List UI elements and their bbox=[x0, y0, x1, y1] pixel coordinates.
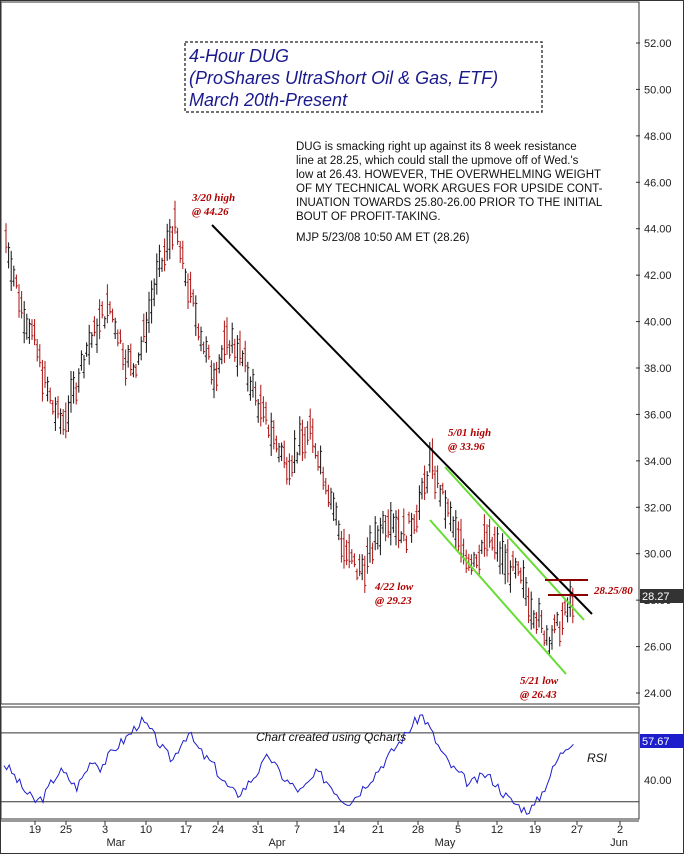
svg-text:@ 26.43: @ 26.43 bbox=[520, 689, 557, 701]
svg-text:line at 28.25, which could sta: line at 28.25, which could stall the upm… bbox=[296, 155, 579, 167]
chart-credit: Chart created using Qcharts bbox=[256, 730, 406, 744]
y-tick-label: 46.00 bbox=[644, 177, 672, 189]
chart-title-line2: (ProShares UltraShort Oil & Gas, ETF) bbox=[189, 68, 498, 88]
annotation-may-high: 5/01 high @ 33.96 bbox=[448, 427, 491, 453]
y-tick-label: 42.00 bbox=[644, 270, 672, 282]
y-tick-label: 44.00 bbox=[644, 224, 672, 236]
x-month-label: May bbox=[435, 837, 456, 849]
y-tick-label: 36.00 bbox=[644, 409, 672, 421]
price-y-axis: 24.0026.0028.0030.0032.0034.0036.0038.00… bbox=[636, 38, 672, 700]
y-tick-label: 34.00 bbox=[644, 456, 672, 468]
x-tick-label: 10 bbox=[140, 824, 152, 836]
x-month-label: Apr bbox=[268, 837, 285, 849]
x-tick-label: 14 bbox=[333, 824, 345, 836]
x-tick-label: 27 bbox=[571, 824, 583, 836]
x-tick-label: 19 bbox=[529, 824, 541, 836]
y-tick-label: 50.00 bbox=[644, 84, 672, 96]
rsi-value-badge bbox=[640, 734, 684, 748]
y-tick-label: 40.00 bbox=[644, 317, 672, 329]
y-tick-label: 38.00 bbox=[644, 363, 672, 375]
rsi-y-tick: 40.00 bbox=[644, 775, 672, 787]
current-price-text: 28.27 bbox=[642, 591, 670, 603]
x-month-label: Mar bbox=[107, 837, 126, 849]
svg-text:INUATION TOWARDS 25.80-26.00 P: INUATION TOWARDS 25.80-26.00 PRIOR TO TH… bbox=[296, 197, 603, 209]
x-tick-label: 17 bbox=[180, 824, 192, 836]
svg-text:MJP 5/23/08 10:50 AM ET (28: MJP 5/23/08 10:50 AM ET (28.26) bbox=[296, 232, 470, 244]
svg-text:@ 44.26: @ 44.26 bbox=[192, 206, 229, 218]
x-tick-label: 21 bbox=[372, 824, 384, 836]
x-tick-label: 19 bbox=[29, 824, 41, 836]
svg-text:low at 26.43. HOWEVER, THE OVE: low at 26.43. HOWEVER, THE OVERWHELMING … bbox=[296, 169, 601, 181]
y-tick-label: 26.00 bbox=[644, 642, 672, 654]
x-month-label: Jun bbox=[610, 837, 628, 849]
x-axis: 19 25 3 10 17 24 31 7 14 21 28 5 12 19 27 2 Mar Apr May Jun bbox=[29, 821, 628, 849]
svg-text:DUG is smacking right up again: DUG is smacking right up against its 8 w… bbox=[296, 141, 577, 153]
x-tick-label: 25 bbox=[60, 824, 72, 836]
current-price-badge bbox=[640, 589, 684, 603]
chart-title-line1: 4-Hour DUG bbox=[189, 46, 289, 66]
x-tick-label: 2 bbox=[617, 824, 623, 836]
svg-text:5/01 high: 5/01 high bbox=[448, 427, 491, 439]
price-pane bbox=[0, 1, 640, 705]
annotation-march-high: 3/20 high @ 44.26 bbox=[191, 192, 235, 218]
rsi-indicator bbox=[1, 714, 639, 815]
resistance-label: 28.25/80 bbox=[593, 585, 633, 597]
commentary-text: DUG is smacking right up against its 8 w… bbox=[296, 141, 603, 244]
x-tick-label: 3 bbox=[102, 824, 108, 836]
x-tick-label: 5 bbox=[455, 824, 461, 836]
rsi-value-text: 57.67 bbox=[642, 736, 670, 748]
svg-text:5/21 low: 5/21 low bbox=[520, 675, 559, 687]
y-tick-label: 32.00 bbox=[644, 502, 672, 514]
title-box bbox=[184, 41, 543, 113]
y-tick-label: 24.00 bbox=[644, 688, 672, 700]
y-tick-label: 52.00 bbox=[644, 38, 672, 50]
svg-text:4/22 low: 4/22 low bbox=[374, 581, 414, 593]
x-tick-label: 28 bbox=[412, 824, 424, 836]
rsi-line bbox=[3, 714, 574, 815]
svg-text:@ 33.96: @ 33.96 bbox=[448, 441, 485, 453]
annotation-april-low: 4/22 low @ 29.23 bbox=[374, 581, 414, 607]
x-tick-label: 7 bbox=[294, 824, 300, 836]
y-tick-label: 30.00 bbox=[644, 549, 672, 561]
svg-text:3/20 high: 3/20 high bbox=[191, 192, 235, 204]
svg-text:@ 29.23: @ 29.23 bbox=[375, 595, 412, 607]
svg-text:OF MY TECHNICAL WORK ARGUES FO: OF MY TECHNICAL WORK ARGUES FOR UPSIDE C… bbox=[296, 183, 603, 195]
annotation-may-low: 5/21 low @ 26.43 bbox=[520, 675, 559, 701]
price-bars bbox=[4, 200, 575, 656]
rsi-label: RSI bbox=[587, 751, 608, 765]
x-tick-label: 12 bbox=[491, 824, 503, 836]
svg-text:BOUT OF PROFIT-TAKING.: BOUT OF PROFIT-TAKING. bbox=[296, 211, 441, 223]
resistance-trendline bbox=[211, 224, 593, 615]
chart-title-line3: March 20th-Present bbox=[189, 90, 348, 110]
rsi-pane bbox=[0, 706, 640, 820]
x-tick-label: 24 bbox=[212, 824, 224, 836]
y-tick-label: 48.00 bbox=[644, 131, 672, 143]
channel-lower-line bbox=[429, 519, 567, 675]
x-tick-label: 31 bbox=[252, 824, 264, 836]
